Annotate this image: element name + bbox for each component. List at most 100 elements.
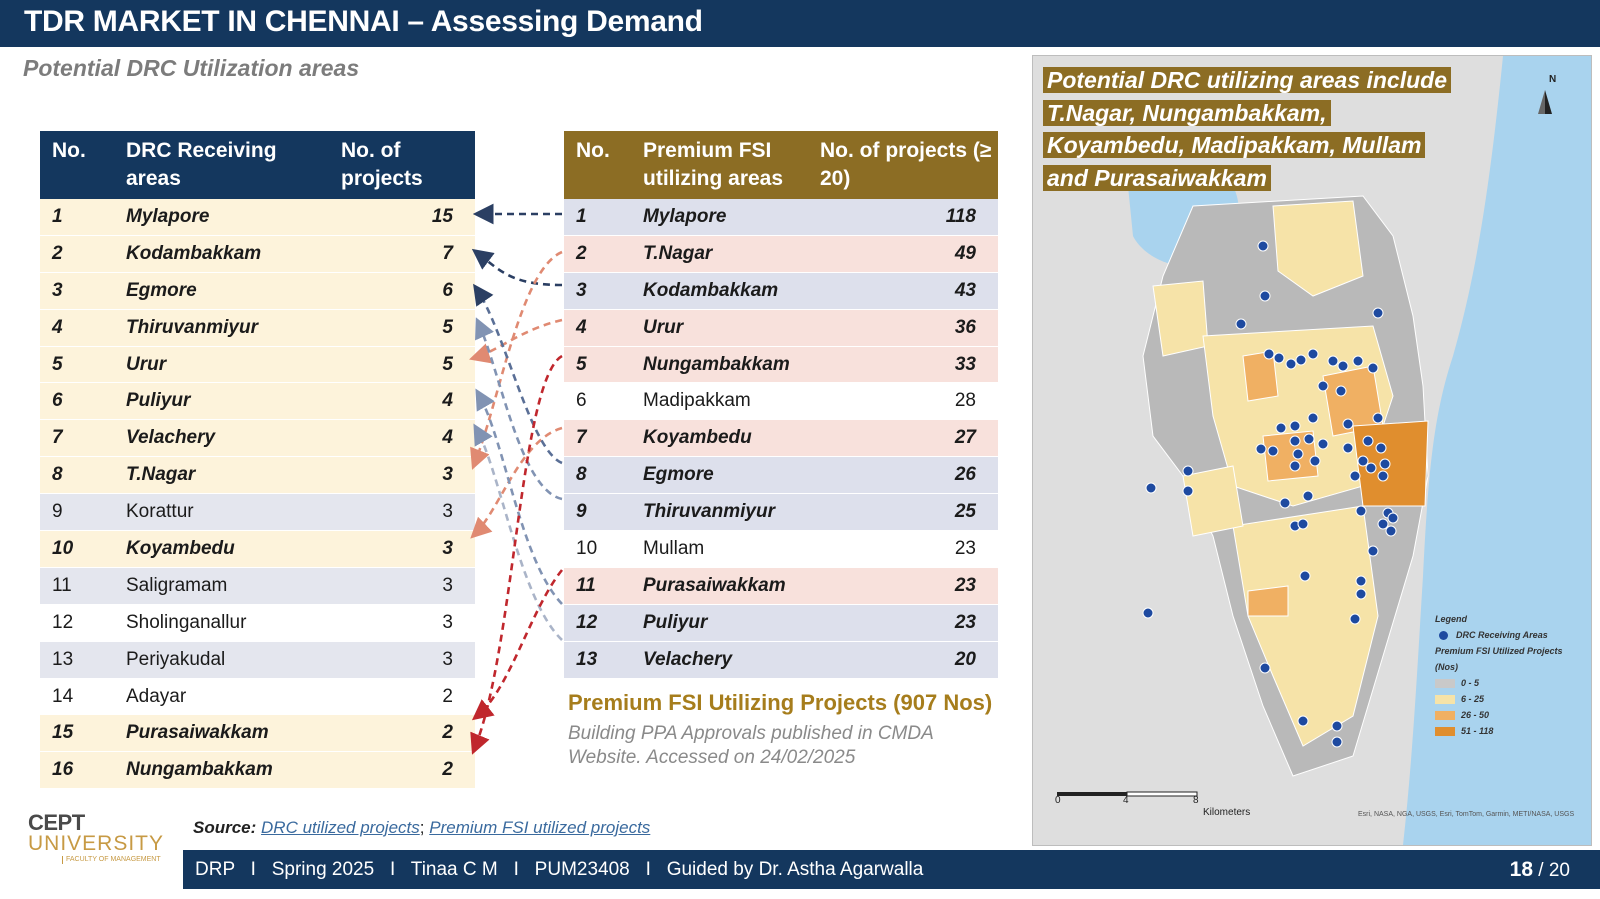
cell-no: 8 (40, 456, 114, 495)
cell-projects: 27 (808, 419, 998, 458)
drc-projects-link[interactable]: DRC utilized projects (261, 818, 420, 837)
cell-projects: 23 (808, 530, 998, 568)
table-row: 4 Thiruvanmiyur 5 (40, 309, 475, 347)
legend-class-2: 26 - 50 (1435, 707, 1563, 723)
table-row: 6 Puliyur 4 (40, 382, 475, 421)
table-row: 14 Adayar 2 (40, 678, 475, 716)
table-row: 10 Koyambedu 3 (40, 530, 475, 568)
cell-projects: 36 (808, 309, 998, 347)
cell-projects: 5 (329, 309, 475, 347)
table-row: 7 Koyambedu 27 (564, 419, 998, 458)
swatch-icon (1435, 679, 1455, 689)
cell-area: Madipakkam (631, 382, 808, 421)
col-header-area: Premium FSI utilizing areas (643, 139, 784, 190)
cell-area: Koyambedu (631, 419, 808, 458)
zone-26-50-d (1247, 585, 1289, 617)
table-header-row: No. Premium FSI utilizing areas No. of p… (564, 131, 998, 199)
legend-class-1: 6 - 25 (1435, 691, 1563, 707)
table-row: 6 Madipakkam 28 (564, 382, 998, 421)
source-line: Source: DRC utilized projects; Premium F… (193, 818, 651, 837)
cell-no: 11 (564, 567, 631, 605)
cell-area: Periyakudal (114, 641, 329, 679)
cell-projects: 5 (329, 346, 475, 384)
cell-projects: 2 (329, 751, 475, 790)
cell-no: 7 (40, 419, 114, 458)
zone-6-25-north (1272, 200, 1364, 297)
cell-area: Egmore (631, 456, 808, 495)
table-row: 5 Urur 5 (40, 346, 475, 384)
arrow-purasaiwakkam (471, 569, 564, 721)
zone-6-25-south (1232, 505, 1379, 747)
cell-area: Thiruvanmiyur (114, 309, 329, 347)
cell-no: 9 (564, 493, 631, 532)
cell-area: Koyambedu (114, 530, 329, 568)
arrow-thiruvanmiyur (475, 317, 563, 501)
table-row: 5 Nungambakkam 33 (564, 346, 998, 384)
premium-projects-title: Premium FSI Utilizing Projects (907 Nos) (568, 690, 993, 715)
cell-no: 1 (564, 199, 631, 236)
cell-no: 16 (40, 751, 114, 790)
cell-area: Korattur (114, 493, 329, 532)
table-row: 3 Kodambakkam 43 (564, 272, 998, 310)
cell-projects: 20 (808, 641, 998, 679)
title-bar: TDR MARKET IN CHENNAI – Assessing Demand (0, 0, 1600, 47)
point-icon (1439, 631, 1448, 641)
arrow-koyambedu (470, 426, 563, 539)
col-header-projects: No. of projects (≥ 20) (820, 139, 992, 190)
cell-no: 8 (564, 456, 631, 495)
cell-no: 3 (564, 272, 631, 310)
cell-area: Urur (114, 346, 329, 384)
legend-poly-title: Premium FSI Utilized Projects (1435, 646, 1563, 656)
chennai-map (1032, 55, 1592, 846)
arrow-urur (469, 318, 563, 364)
cell-area: Velachery (631, 641, 808, 679)
cell-projects: 49 (808, 235, 998, 273)
premium-fsi-table: No. Premium FSI utilizing areas No. of p… (564, 131, 998, 679)
swatch-icon (1435, 727, 1455, 737)
premium-projects-link[interactable]: Premium FSI utilized projects (429, 818, 651, 837)
cell-projects: 23 (808, 567, 998, 605)
cell-no: 2 (564, 235, 631, 273)
cell-area: Mylapore (631, 199, 808, 236)
cell-no: 9 (40, 493, 114, 532)
cell-no: 6 (40, 382, 114, 421)
cell-area: Purasaiwakkam (631, 567, 808, 605)
page-subtitle: Potential DRC Utilization areas (23, 55, 360, 81)
arrow-egmore (473, 283, 563, 465)
page-title: TDR MARKET IN CHENNAI – Assessing Demand (24, 5, 703, 38)
legend-title: Legend (1435, 614, 1468, 624)
table-row: 2 Kodambakkam 7 (40, 235, 475, 273)
drc-points (1142, 240, 1399, 748)
cell-no: 15 (40, 714, 114, 753)
table-row: 12 Sholinganallur 3 (40, 604, 475, 642)
table-row: 12 Puliyur 23 (564, 604, 998, 642)
page-number: 18 / 20 (1509, 858, 1570, 881)
table-row: 7 Velachery 4 (40, 419, 475, 458)
cell-no: 3 (40, 272, 114, 310)
cell-projects: 3 (329, 493, 475, 532)
legend-points: DRC Receiving Areas (1435, 627, 1563, 643)
cell-no: 11 (40, 567, 114, 605)
north-arrow (1538, 90, 1552, 114)
legend-poly-unit: (Nos) (1435, 662, 1458, 672)
north-label: N (1549, 74, 1557, 85)
cell-projects: 23 (808, 604, 998, 642)
cell-projects: 118 (808, 199, 998, 236)
cell-projects: 2 (329, 678, 475, 716)
legend-class-0: 0 - 5 (1435, 675, 1563, 691)
swatch-icon (1435, 695, 1455, 705)
cell-no: 13 (40, 641, 114, 679)
cell-projects: 4 (329, 419, 475, 458)
col-header-no: No. (52, 139, 86, 162)
table-row: 13 Velachery 20 (564, 641, 998, 679)
arrow-puliyur (475, 388, 563, 605)
cell-area: Adayar (114, 678, 329, 716)
cell-area: Velachery (114, 419, 329, 458)
table-row: 10 Mullam 23 (564, 530, 998, 568)
map-legend: Legend DRC Receiving Areas Premium FSI U… (1435, 611, 1563, 739)
sea (1403, 56, 1591, 845)
table-row: 1 Mylapore 15 (40, 199, 475, 236)
table-row: 11 Purasaiwakkam 23 (564, 567, 998, 605)
cell-projects: 2 (329, 714, 475, 753)
table-header-row: No. DRC Receiving areas No. of projects (40, 131, 475, 199)
